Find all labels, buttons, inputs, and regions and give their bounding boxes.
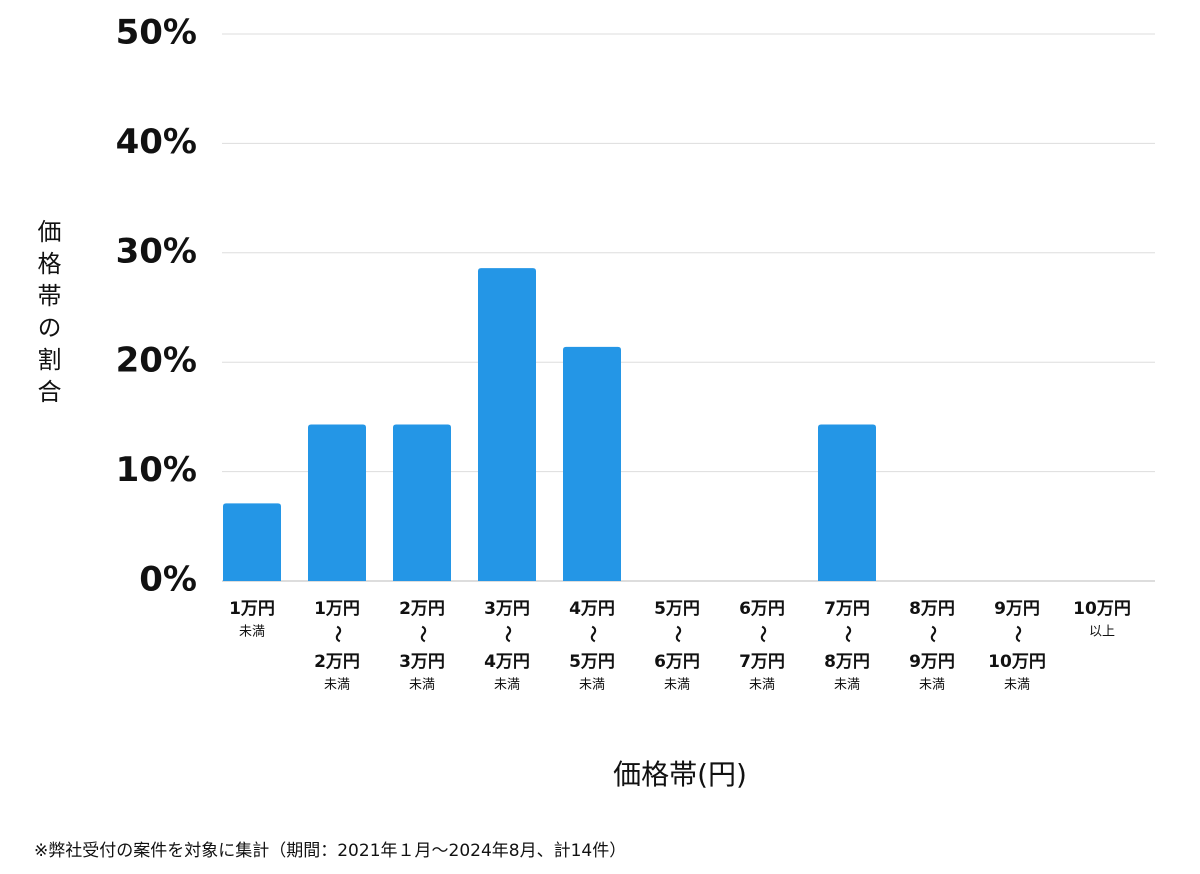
x-tick-label: 8万円 — [909, 599, 955, 619]
x-tick-label: 未満 — [239, 625, 265, 640]
x-tick-label: 5万円 — [569, 652, 615, 672]
x-tick-label: 〜 — [1007, 626, 1027, 643]
bar — [223, 503, 281, 581]
bar — [393, 424, 451, 581]
x-tick-label: 7万円 — [824, 599, 870, 619]
x-tick-label: 1万円 — [314, 599, 360, 619]
x-axis-title: 価格帯(円) — [613, 758, 747, 791]
x-tick-label: 未満 — [834, 678, 860, 693]
x-tick-label: 未満 — [579, 678, 605, 693]
x-tick-label: 9万円 — [909, 652, 955, 672]
y-tick-label: 50% — [116, 13, 197, 53]
x-tick-label: 以上 — [1089, 625, 1115, 640]
bar — [818, 424, 876, 581]
x-tick-label: 〜 — [412, 626, 432, 643]
x-tick-label: 2万円 — [399, 599, 445, 619]
x-tick-label: 6万円 — [739, 599, 785, 619]
x-tick-label: 未満 — [409, 678, 435, 693]
bar — [308, 424, 366, 581]
x-tick-label: 〜 — [497, 626, 517, 643]
y-tick-label: 30% — [116, 231, 197, 271]
x-tick-label: 8万円 — [824, 652, 870, 672]
x-tick-label: 〜 — [327, 626, 347, 643]
y-tick-label: 0% — [139, 560, 197, 600]
x-tick-label: 未満 — [494, 678, 520, 693]
x-tick-label: 7万円 — [739, 652, 785, 672]
bar — [478, 268, 536, 581]
y-axis-title: 価格帯の割合 — [33, 219, 61, 411]
x-tick-label: 未満 — [919, 678, 945, 693]
x-tick-label: 10万円 — [988, 652, 1046, 672]
x-tick-label: 未満 — [664, 678, 690, 693]
x-tick-label: 未満 — [749, 678, 775, 693]
x-tick-label: 〜 — [752, 626, 772, 643]
x-tick-label: 10万円 — [1073, 599, 1131, 619]
footnote: ※弊社受付の案件を対象に集計（期間：2021年１月〜2024年8月、計14件） — [34, 841, 626, 861]
x-tick-label: 5万円 — [654, 599, 700, 619]
x-tick-label: 未満 — [324, 678, 350, 693]
x-tick-label: 4万円 — [484, 652, 530, 672]
x-tick-label: 〜 — [922, 626, 942, 643]
x-tick-label: 〜 — [667, 626, 687, 643]
x-tick-label: 3万円 — [484, 599, 530, 619]
y-tick-label: 10% — [116, 450, 197, 490]
x-tick-label: 2万円 — [314, 652, 360, 672]
x-tick-label: 6万円 — [654, 652, 700, 672]
y-tick-label: 20% — [116, 341, 197, 381]
x-tick-label: 9万円 — [994, 599, 1040, 619]
y-tick-label: 40% — [116, 122, 197, 162]
x-tick-label: 〜 — [837, 626, 857, 643]
x-tick-label: 4万円 — [569, 599, 615, 619]
x-tick-label: 未満 — [1004, 678, 1030, 693]
bar — [563, 346, 621, 581]
x-tick-label: 3万円 — [399, 652, 445, 672]
x-tick-label: 〜 — [582, 626, 602, 643]
x-tick-label: 1万円 — [229, 599, 275, 619]
